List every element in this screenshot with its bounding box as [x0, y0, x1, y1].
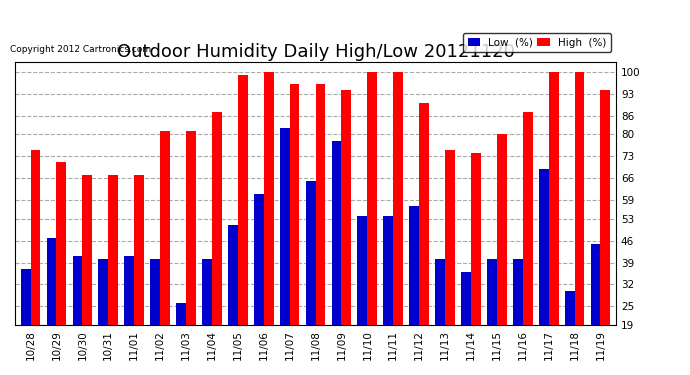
Bar	[186, 131, 196, 375]
Bar	[332, 141, 342, 375]
Bar	[315, 84, 326, 375]
Bar	[290, 84, 299, 375]
Bar	[202, 260, 212, 375]
Bar	[575, 72, 584, 375]
Bar	[461, 272, 471, 375]
Bar	[279, 128, 290, 375]
Bar	[30, 150, 41, 375]
Bar	[564, 291, 575, 375]
Bar	[342, 90, 351, 375]
Bar	[445, 150, 455, 375]
Bar	[384, 216, 393, 375]
Bar	[150, 260, 160, 375]
Bar	[591, 244, 600, 375]
Bar	[254, 194, 264, 375]
Bar	[306, 181, 315, 375]
Legend: Low  (%), High  (%): Low (%), High (%)	[464, 33, 611, 52]
Bar	[264, 72, 273, 375]
Bar	[471, 153, 481, 375]
Bar	[238, 75, 248, 375]
Bar	[435, 260, 445, 375]
Bar	[539, 169, 549, 375]
Bar	[357, 216, 367, 375]
Bar	[57, 162, 66, 375]
Bar	[212, 112, 221, 375]
Bar	[367, 72, 377, 375]
Bar	[47, 237, 57, 375]
Text: Copyright 2012 Cartronics.com: Copyright 2012 Cartronics.com	[10, 45, 152, 54]
Bar	[487, 260, 497, 375]
Bar	[393, 72, 403, 375]
Bar	[134, 175, 144, 375]
Bar	[176, 303, 186, 375]
Bar	[99, 260, 108, 375]
Bar	[108, 175, 118, 375]
Bar	[228, 225, 238, 375]
Bar	[72, 256, 82, 375]
Bar	[523, 112, 533, 375]
Title: Outdoor Humidity Daily High/Low 20121120: Outdoor Humidity Daily High/Low 20121120	[117, 43, 515, 61]
Bar	[160, 131, 170, 375]
Bar	[497, 134, 506, 375]
Bar	[419, 103, 429, 375]
Bar	[409, 206, 419, 375]
Bar	[82, 175, 92, 375]
Bar	[600, 90, 611, 375]
Bar	[549, 72, 558, 375]
Bar	[124, 256, 134, 375]
Bar	[513, 260, 523, 375]
Bar	[21, 269, 30, 375]
